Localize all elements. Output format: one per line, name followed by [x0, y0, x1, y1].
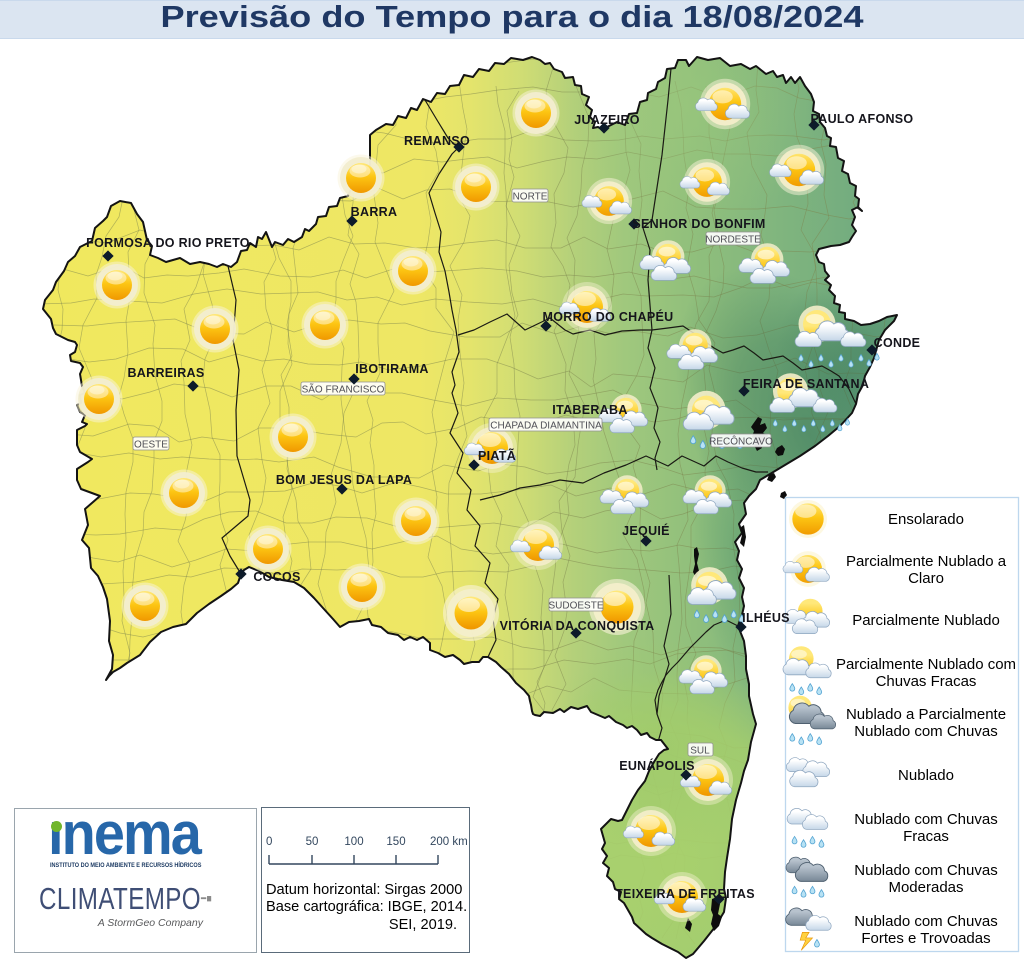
svg-text:ITABERABA: ITABERABA [552, 403, 627, 417]
svg-text:Chuvas Fracas: Chuvas Fracas [876, 673, 977, 690]
svg-text:Parcialmente Nublado: Parcialmente Nublado [852, 612, 1000, 629]
svg-text:COCOS: COCOS [253, 570, 300, 584]
svg-text:0: 0 [266, 836, 272, 848]
svg-text:VITÓRIA DA CONQUISTA: VITÓRIA DA CONQUISTA [500, 618, 655, 633]
svg-text:IBOTIRAMA: IBOTIRAMA [355, 362, 429, 376]
svg-text:SENHOR DO BONFIM: SENHOR DO BONFIM [632, 217, 765, 231]
svg-text:MORRO DO CHAPÉU: MORRO DO CHAPÉU [543, 309, 674, 324]
svg-text:50: 50 [306, 836, 319, 848]
svg-text:Nublado com Chuvas: Nublado com Chuvas [854, 723, 997, 740]
svg-text:ILHÉUS: ILHÉUS [742, 610, 790, 625]
svg-text:BOM JESUS DA LAPA: BOM JESUS DA LAPA [276, 473, 412, 487]
svg-text:100: 100 [344, 836, 363, 848]
svg-text:150: 150 [386, 836, 405, 848]
svg-text:CONDE: CONDE [874, 336, 921, 350]
svg-text:Nublado com Chuvas: Nublado com Chuvas [854, 811, 997, 828]
svg-text:BARREIRAS: BARREIRAS [127, 366, 204, 380]
svg-text:Ensolarado: Ensolarado [888, 511, 964, 528]
svg-text:NORDESTE: NORDESTE [705, 235, 761, 246]
svg-text:RECÔNCAVO: RECÔNCAVO [709, 435, 773, 448]
svg-text:FORMOSA DO RIO PRETO: FORMOSA DO RIO PRETO [86, 236, 250, 250]
svg-text:PAULO AFONSO: PAULO AFONSO [811, 112, 914, 126]
svg-text:Datum horizontal: Sirgas 2000: Datum horizontal: Sirgas 2000 [266, 882, 462, 898]
svg-text:Fracas: Fracas [903, 828, 949, 845]
svg-text:200 km: 200 km [430, 836, 468, 848]
svg-text:EUNÁPOLIS: EUNÁPOLIS [619, 758, 695, 773]
svg-text:CHAPADA DIAMANTINA: CHAPADA DIAMANTINA [490, 421, 602, 432]
svg-text:Nublado com Chuvas: Nublado com Chuvas [854, 862, 997, 879]
svg-text:Base cartográfica: IBGE, 2014.: Base cartográfica: IBGE, 2014. [266, 899, 467, 915]
svg-text:OESTE: OESTE [134, 440, 168, 451]
svg-text:SEI, 2019.: SEI, 2019. [389, 917, 457, 933]
svg-text:BARRA: BARRA [351, 205, 398, 219]
svg-text:REMANSO: REMANSO [404, 134, 470, 148]
svg-text:SÃO FRANCISCO: SÃO FRANCISCO [302, 383, 385, 396]
svg-text:TEIXEIRA DE FREITAS: TEIXEIRA DE FREITAS [615, 887, 755, 901]
svg-text:Nublado com Chuvas: Nublado com Chuvas [854, 913, 997, 930]
svg-text:JEQUIÉ: JEQUIÉ [622, 523, 670, 538]
svg-text:SUL: SUL [690, 746, 710, 757]
svg-text:Fortes e Trovoadas: Fortes e Trovoadas [861, 930, 990, 947]
svg-text:JUAZEIRO: JUAZEIRO [574, 113, 640, 127]
svg-text:Parcialmente Nublado a: Parcialmente Nublado a [846, 553, 1007, 570]
svg-text:Claro: Claro [908, 570, 944, 587]
svg-text:PIATÃ: PIATÃ [478, 448, 516, 463]
svg-text:Moderadas: Moderadas [888, 879, 963, 896]
svg-text:Parcialmente Nublado com: Parcialmente Nublado com [836, 656, 1016, 673]
svg-text:Nublado: Nublado [898, 767, 954, 784]
svg-text:NORTE: NORTE [513, 192, 548, 203]
svg-text:SUDOESTE: SUDOESTE [548, 601, 603, 612]
svg-text:Nublado a Parcialmente: Nublado a Parcialmente [846, 706, 1006, 723]
svg-text:FEIRA DE SANTANA: FEIRA DE SANTANA [743, 377, 869, 391]
